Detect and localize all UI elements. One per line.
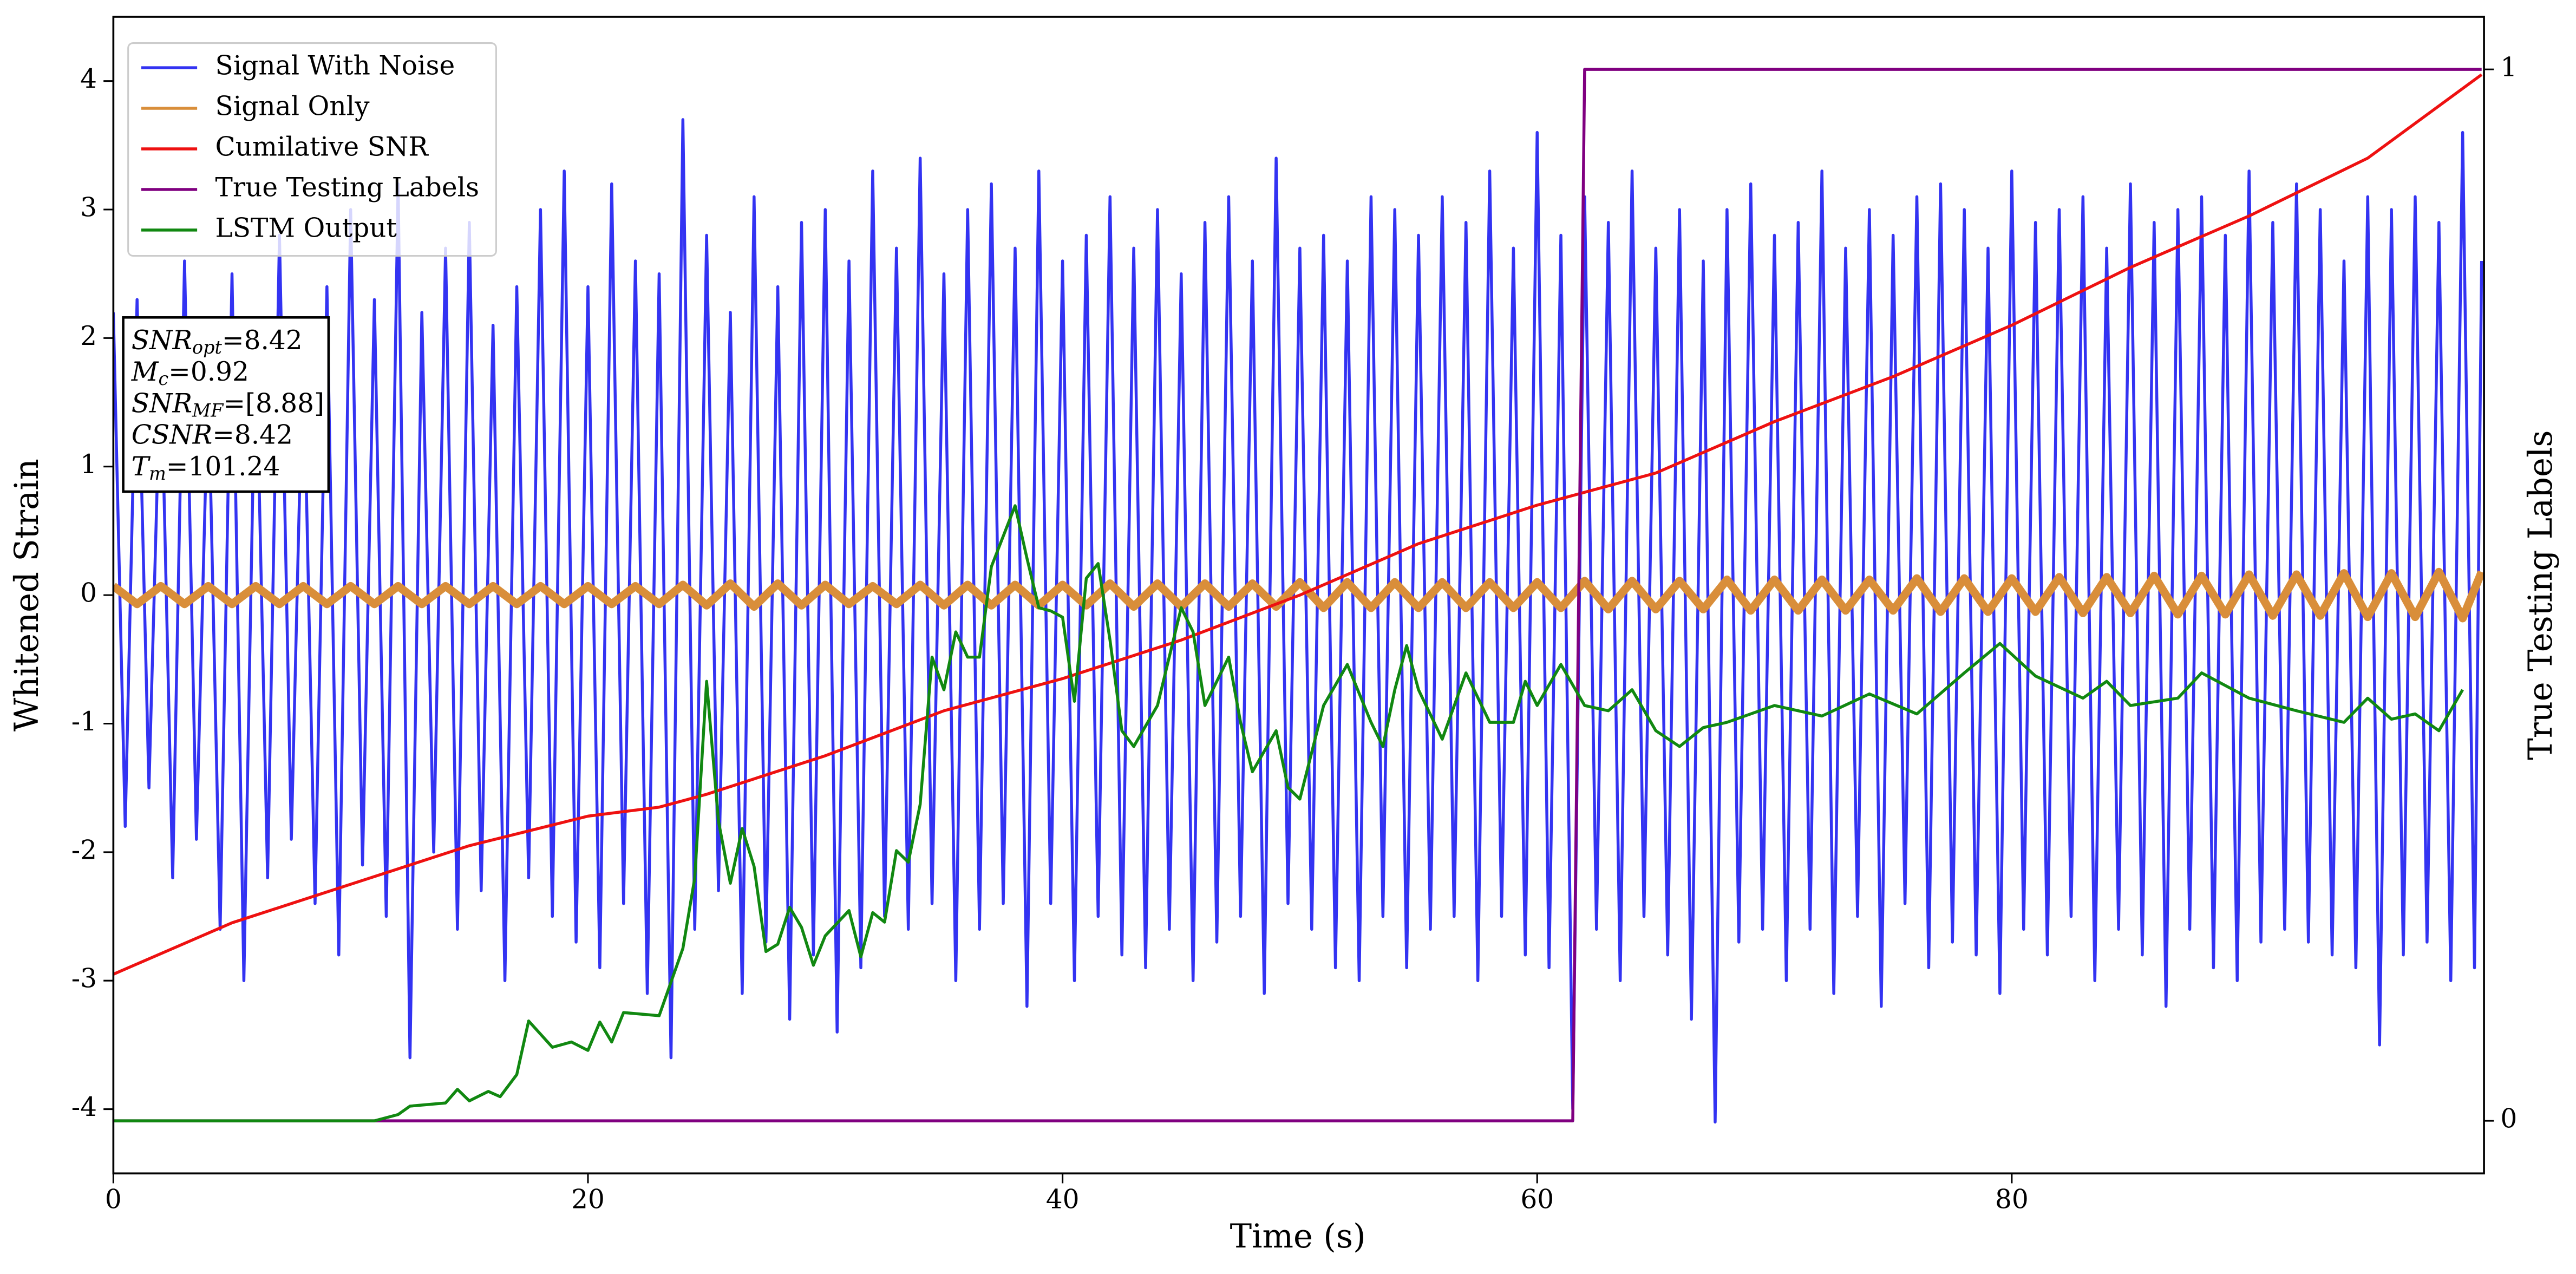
annotation-value: =8.42 [222,325,303,355]
y-tick-label: -4 [71,1092,97,1122]
series-line [113,68,2482,1122]
annotation-line: Mc=0.92 [131,357,249,390]
y-tick-label: 0 [80,578,97,609]
y2-axis-label: True Testing Labels [2522,430,2560,760]
y-tick-label: 4 [80,64,97,94]
annotation-subscript: m [149,463,166,484]
x-tick-label: 60 [1520,1184,1554,1214]
annotation-value: =[8.88] [223,388,324,419]
series-line [113,504,2464,1122]
annotation-value: =101.24 [166,451,280,481]
annotation-value: =0.92 [168,357,249,387]
y-tick-label: -1 [71,707,97,737]
legend-label: True Testing Labels [215,172,480,202]
legend-label: Signal Only [215,92,370,122]
annotation-subscript: c [158,368,168,389]
annotation-line: SNRMF=[8.88] [132,388,324,421]
annotation-symbol: CSNR [132,420,212,450]
x-tick-label: 80 [1995,1184,2029,1214]
annotation-symbol: SNR [132,325,192,355]
y-tick-label: 1 [80,449,97,480]
annotation-subscript: opt [192,337,222,358]
annotation-line: CSNR=8.42 [132,420,293,450]
series-line [113,73,2483,976]
annotation-line: SNRopt=8.42 [132,325,303,358]
x-tick-label: 20 [571,1184,605,1214]
y-tick-label: -2 [71,835,97,865]
y-tick-label: 3 [80,193,97,223]
annotation-value: =8.42 [212,420,293,450]
annotation-subscript: MF [192,400,224,421]
legend-box [127,42,497,257]
legend-label: LSTM Output [215,213,397,243]
legend-label: Cumilative SNR [215,132,429,162]
y-tick-label: -3 [71,964,97,994]
y2-tick-label: 1 [2500,53,2517,83]
x-tick-label: 0 [105,1184,122,1214]
legend-label: Signal With Noise [215,51,455,81]
annotation-box [122,316,330,493]
annotation-symbol: T [132,451,151,481]
annotation-line: Tm=101.24 [132,451,280,484]
annotation-symbol: SNR [132,388,192,419]
y2-tick-label: 0 [2500,1104,2517,1134]
y-axis-label: Whitened Strain [8,459,46,731]
y-tick-label: 2 [80,321,97,351]
x-tick-label: 40 [1046,1184,1080,1214]
series-line [113,567,2485,623]
series-line [113,118,2483,1124]
x-axis-label: Time (s) [1230,1218,1366,1256]
annotation-symbol: M [131,357,159,387]
